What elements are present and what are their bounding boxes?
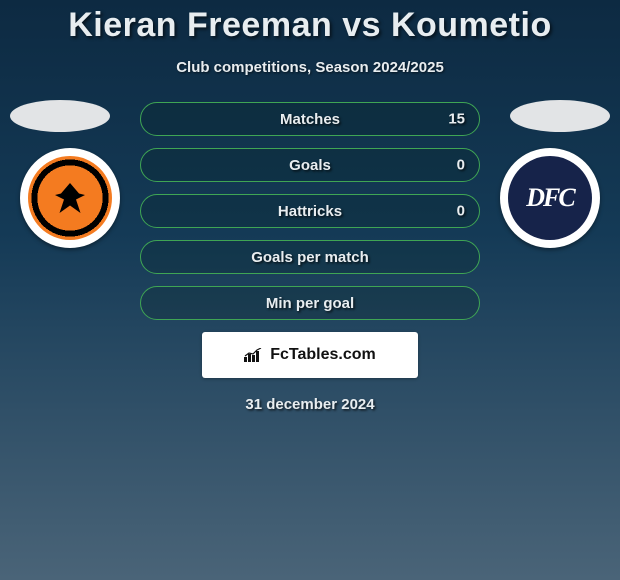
dundee-united-crest-icon (28, 156, 112, 240)
stat-row-matches: Matches 15 (140, 102, 480, 136)
player-left-photo (10, 100, 110, 132)
stat-rows: Matches 15 Goals 0 Hattricks 0 Goals per… (140, 100, 480, 320)
stat-value-right: 15 (448, 111, 465, 128)
comparison-arena: DFC Matches 15 Goals 0 Hattricks 0 Goals… (0, 100, 620, 413)
player-right-photo (510, 100, 610, 132)
stat-label: Goals per match (251, 249, 369, 266)
club-left-badge (20, 148, 120, 248)
stat-label: Goals (289, 157, 331, 174)
date-label: 31 december 2024 (0, 396, 620, 413)
page-subtitle: Club competitions, Season 2024/2025 (0, 59, 620, 76)
stat-row-min-per-goal: Min per goal (140, 286, 480, 320)
stat-label: Hattricks (278, 203, 342, 220)
bar-chart-icon (244, 348, 264, 362)
dundee-fc-crest-icon: DFC (508, 156, 592, 240)
stat-row-hattricks: Hattricks 0 (140, 194, 480, 228)
stat-label: Min per goal (266, 295, 354, 312)
page-title: Kieran Freeman vs Koumetio (0, 0, 620, 45)
stat-row-goals: Goals 0 (140, 148, 480, 182)
club-right-badge: DFC (500, 148, 600, 248)
stat-label: Matches (280, 111, 340, 128)
brand-box[interactable]: FcTables.com (202, 332, 418, 378)
stat-row-goals-per-match: Goals per match (140, 240, 480, 274)
brand-text: FcTables.com (270, 346, 376, 364)
stat-value-right: 0 (457, 157, 465, 174)
stat-value-right: 0 (457, 203, 465, 220)
